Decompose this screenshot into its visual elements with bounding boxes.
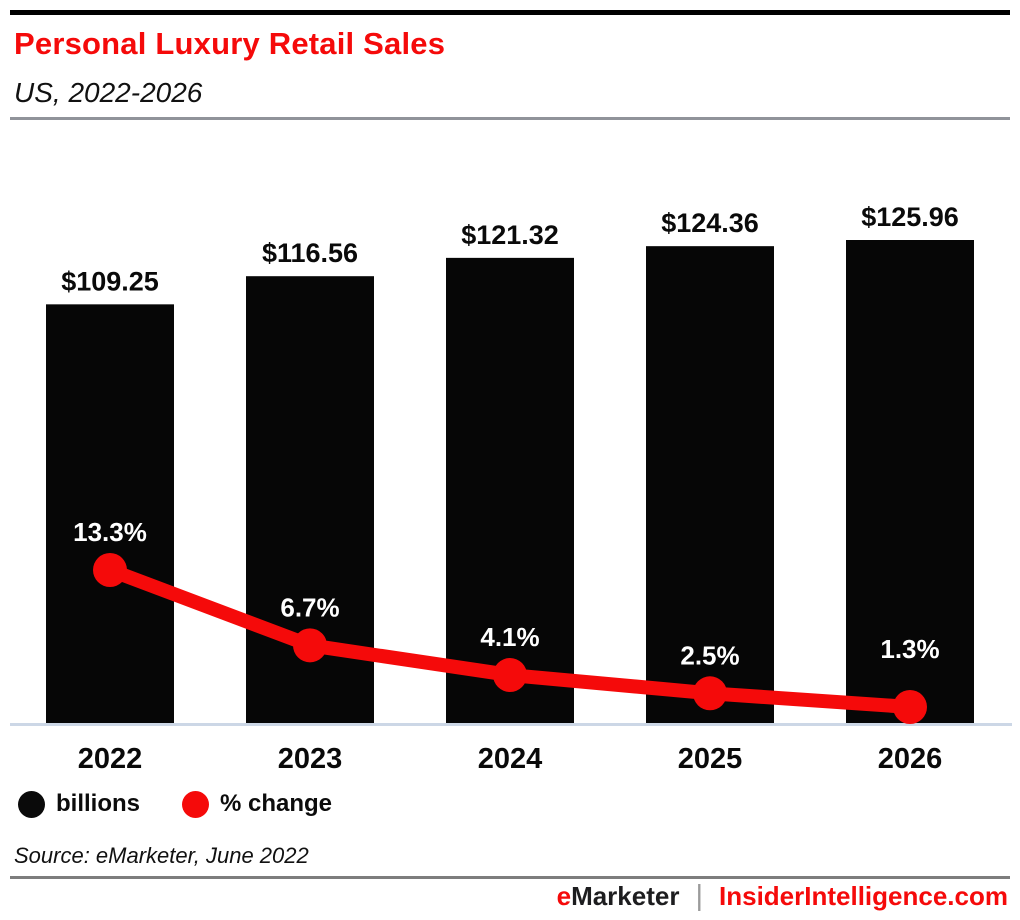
x-axis-label-2023: 2023	[278, 743, 343, 775]
emarketer-brand-e: e	[556, 881, 572, 911]
pct-label-2024: 4.1%	[480, 622, 539, 652]
emarketer-brand-rest: Marketer	[571, 881, 680, 911]
bar-value-label-2025: $124.36	[661, 208, 759, 238]
line-point-2022	[93, 553, 127, 587]
bar-2022	[46, 304, 174, 725]
pct-label-2022: 13.3%	[73, 517, 147, 547]
footer-separator: |	[695, 880, 704, 912]
pct-label-2023: 6.7%	[280, 592, 339, 622]
source-note: Source: eMarketer, June 2022	[14, 843, 309, 868]
legend-label-pct-change: % change	[220, 790, 333, 817]
legend-item-billions: billions	[18, 790, 140, 818]
top-black-rule	[10, 10, 1010, 15]
bar-value-label-2022: $109.25	[61, 266, 159, 296]
line-point-2026	[893, 690, 927, 725]
pct-label-2026: 1.3%	[880, 634, 939, 664]
bar-2025	[646, 246, 774, 725]
bar-value-label-2023: $116.56	[262, 238, 358, 268]
bar-2024	[446, 257, 574, 725]
x-axis-label-2025: 2025	[678, 743, 743, 775]
bar-value-label-2024: $121.32	[461, 220, 559, 250]
branding-footer: eMarketer | InsiderIntelligence.com	[557, 881, 1008, 912]
line-point-2025	[693, 676, 727, 711]
bar-value-label-2026: $125.96	[861, 202, 959, 232]
billions-swatch-icon	[18, 790, 45, 818]
chart-subtitle: US, 2022-2026	[14, 77, 203, 108]
emarketer-brand: eMarketer	[557, 881, 680, 912]
x-axis-label-2024: 2024	[478, 743, 543, 775]
x-axis-label-2026: 2026	[878, 743, 943, 775]
insider-intelligence-link[interactable]: InsiderIntelligence.com	[719, 881, 1008, 911]
footer-divider	[10, 876, 1010, 879]
chart-title: Personal Luxury Retail Sales	[14, 26, 446, 61]
line-point-2024	[493, 658, 527, 693]
line-point-2023	[293, 628, 327, 663]
legend-item-pct-change: % change	[182, 790, 332, 818]
pct-change-swatch-icon	[182, 790, 209, 818]
x-axis-line	[10, 723, 1012, 726]
chart-legend: billions % change	[18, 790, 332, 818]
bar-2026	[846, 240, 974, 725]
x-axis-label-2022: 2022	[78, 743, 143, 775]
pct-label-2025: 2.5%	[680, 640, 739, 670]
legend-label-billions: billions	[56, 790, 140, 817]
header-divider	[10, 117, 1010, 120]
